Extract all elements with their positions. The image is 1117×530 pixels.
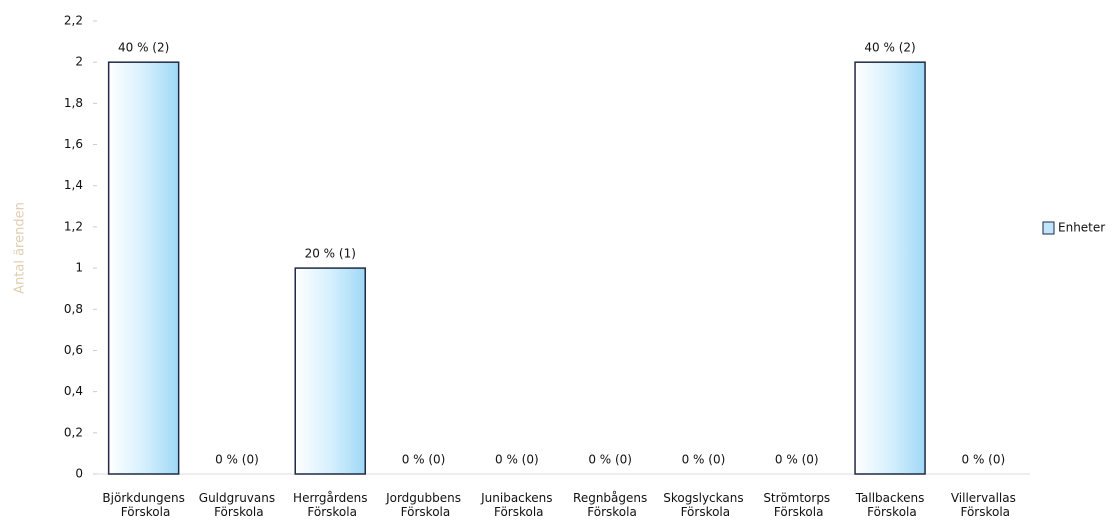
label-line: Skogslyckans: [663, 491, 743, 505]
y-tick-label: 0,6: [64, 343, 83, 357]
label-line: Guldgruvans: [199, 491, 275, 505]
value-label: 0 % (0): [588, 453, 632, 467]
y-tick-label: 1,2: [64, 219, 83, 233]
y-tick-label: 0,8: [64, 302, 83, 316]
value-label: 0 % (0): [402, 453, 446, 467]
y-tick-label: 0,4: [64, 384, 83, 398]
label-line: Förskola: [957, 505, 1010, 519]
label-line: Jordgubbens: [385, 491, 461, 505]
x-tick-label: Jordgubbens Förskola: [385, 491, 461, 519]
x-tick-label: Strömtorps Förskola: [763, 491, 830, 519]
label-line: Villervallas: [951, 491, 1016, 505]
value-label: 0 % (0): [495, 453, 539, 467]
y-tick-label: 1,4: [64, 178, 83, 192]
label-line: Förskola: [583, 505, 636, 519]
x-tick-label: Villervallas Förskola: [951, 491, 1016, 519]
y-axis-label: Antal ärenden: [13, 202, 28, 294]
label-line: Förskola: [304, 505, 357, 519]
x-tick-label: Regnbågens Förskola: [573, 491, 647, 519]
x-tick-label: Tallbackens Förskola: [855, 491, 925, 519]
label-line: Förskola: [490, 505, 543, 519]
label-line: Tallbackens: [855, 491, 925, 505]
value-label: 0 % (0): [215, 453, 259, 467]
value-label: 0 % (0): [962, 453, 1006, 467]
label-line: Junibackens: [480, 491, 552, 505]
y-tick-label: 0: [75, 467, 83, 481]
value-label: 0 % (0): [775, 453, 819, 467]
bar: [107, 61, 180, 475]
value-label: 40 % (2): [864, 41, 915, 55]
label-line: Förskola: [770, 505, 823, 519]
bar: [294, 267, 366, 475]
label-line: Förskola: [677, 505, 730, 519]
x-tick-label: Herrgårdens Förskola: [293, 491, 367, 519]
value-label: 40 % (2): [118, 41, 169, 55]
label-line: Regnbågens: [573, 491, 647, 505]
x-tick-label: Junibackens Förskola: [480, 491, 552, 519]
y-tick-label: 1: [75, 261, 83, 275]
x-tick-label: Skogslyckans Förskola: [663, 491, 743, 519]
label-line: Herrgårdens: [293, 491, 367, 505]
y-tick-label: 0,2: [64, 425, 83, 439]
bar: [854, 61, 926, 475]
value-label: 20 % (1): [305, 247, 356, 261]
value-label: 0 % (0): [682, 453, 726, 467]
label-line: Strömtorps: [763, 491, 830, 505]
label-line: Förskola: [210, 505, 263, 519]
label-line: Förskola: [397, 505, 450, 519]
legend-swatch: [1042, 221, 1055, 235]
y-tick-label: 2,2: [64, 14, 83, 28]
label-line: Björkdungens: [102, 491, 184, 505]
label-line: Förskola: [863, 505, 916, 519]
y-tick-label: 2: [75, 55, 83, 69]
y-tick-label: 1,8: [64, 96, 83, 110]
x-tick-label: Guldgruvans Förskola: [199, 491, 275, 519]
legend-label: Enheter: [1058, 221, 1105, 235]
y-tick-label: 1,6: [64, 137, 83, 151]
x-tick-label: Björkdungens Förskola: [102, 491, 184, 519]
label-line: Förskola: [117, 505, 170, 519]
